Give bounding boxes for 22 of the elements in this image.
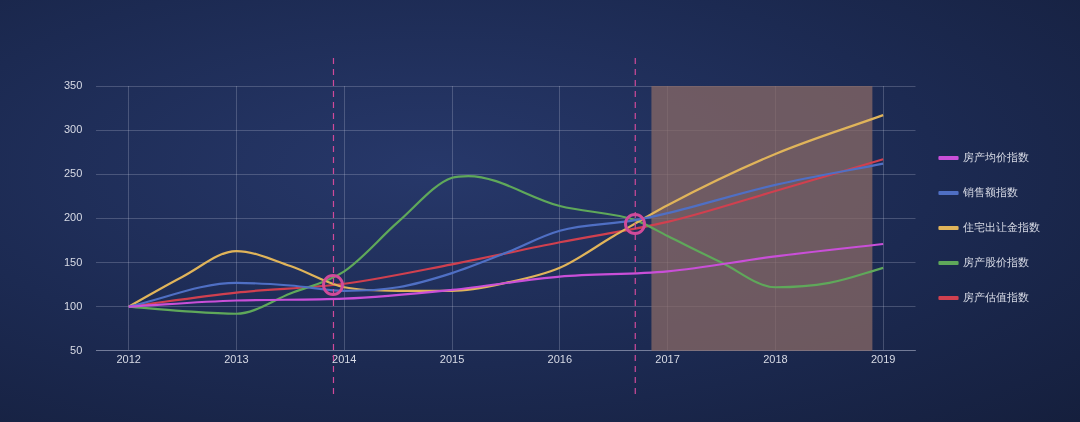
- y-tick-label: 250: [63, 167, 83, 180]
- legend-label: 房产估值指数: [963, 291, 1029, 304]
- y-tick-label: 50: [70, 343, 83, 356]
- y-tick-label: 350: [63, 79, 83, 92]
- y-tick-label: 200: [63, 211, 83, 224]
- x-tick-label: 2012: [116, 353, 141, 366]
- y-tick-label: 300: [63, 123, 83, 136]
- x-tick-label: 2014: [332, 353, 357, 366]
- y-tick-label: 100: [63, 299, 83, 312]
- legend-label: 房产均价指数: [963, 151, 1029, 164]
- x-tick-label: 2017: [655, 353, 680, 366]
- x-tick-label: 2019: [870, 353, 896, 366]
- line-series: [127, 242, 885, 308]
- legend-label: 房产股价指数: [963, 256, 1029, 269]
- x-tick-label: 2016: [547, 353, 573, 366]
- y-tick-label: 150: [63, 255, 83, 268]
- x-tick-label: 2018: [763, 353, 788, 366]
- x-tick-label: 2015: [439, 353, 465, 366]
- line-series: [127, 114, 885, 308]
- legend-label: 住宅出让金指数: [963, 221, 1040, 234]
- legend-label: 销售额指数: [962, 186, 1018, 199]
- x-tick-label: 2013: [224, 353, 249, 366]
